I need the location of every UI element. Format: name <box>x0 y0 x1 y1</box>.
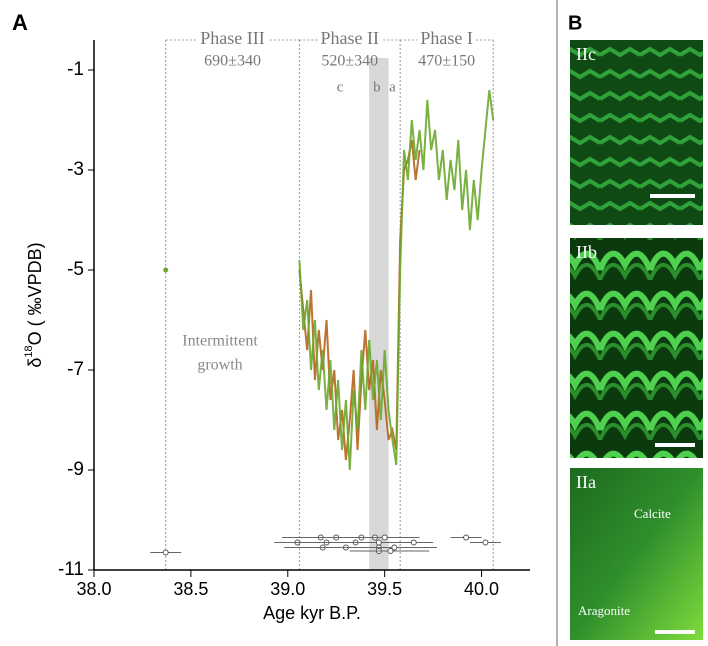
date-point <box>162 549 169 556</box>
isolated-point <box>163 267 169 273</box>
micrograph: IIb <box>570 238 703 458</box>
date-point <box>375 539 382 546</box>
y-tick-label: -11 <box>58 559 84 580</box>
image-label: IIc <box>576 44 596 64</box>
micrograph: IIa Calcite Aragonite <box>570 468 703 640</box>
x-tick-label: 39.0 <box>270 579 305 599</box>
image-annotation: Calcite <box>634 506 671 521</box>
x-axis-label: Age kyr B.P. <box>263 603 361 623</box>
plot-area: Phase III 690±340 Phase II 520±340 Phase I 47… <box>23 28 530 623</box>
y-tick-label: -5 <box>67 259 84 280</box>
annotation: growth <box>197 357 242 374</box>
phase-name: Phase III <box>200 28 264 48</box>
label-background <box>317 28 383 49</box>
x-tick-label: 38.5 <box>173 579 208 599</box>
label-background <box>417 28 476 49</box>
micrograph: IIc <box>570 40 703 225</box>
date-point <box>463 534 470 541</box>
phase-age: 470±150 <box>418 53 475 70</box>
y-tick-label: -9 <box>67 459 84 480</box>
annotation: Intermittent <box>182 333 258 350</box>
y-axis-label: δ18O ( ‰VPDB) <box>23 242 45 367</box>
date-point <box>482 539 489 546</box>
y-tick-label: -7 <box>67 359 84 380</box>
date-point <box>381 534 388 541</box>
x-tick-label: 39.5 <box>367 579 402 599</box>
band-letter: c <box>337 79 344 95</box>
phase-name: Phase II <box>321 28 379 48</box>
data-line <box>298 89 495 471</box>
panel-label: B <box>568 12 582 34</box>
y-label-superscript: 18 <box>23 345 35 357</box>
panel-label: A <box>12 10 28 35</box>
y-label-rest: O ( ‰VPDB) <box>25 242 45 345</box>
image-annotation: Aragonite <box>578 603 630 618</box>
x-tick-label: 38.0 <box>76 579 111 599</box>
date-point <box>391 544 398 551</box>
date-point <box>387 548 394 554</box>
band-letter: b <box>373 79 381 95</box>
phase-age: 690±340 <box>204 53 261 70</box>
image <box>570 468 703 640</box>
x-tick-label: 40.0 <box>464 579 499 599</box>
label-background <box>197 28 268 49</box>
date-point <box>410 539 417 546</box>
phase-age: 520±340 <box>321 53 378 70</box>
y-tick-label: -3 <box>67 159 84 180</box>
phase-name: Phase I <box>420 28 473 48</box>
y-tick-label: -1 <box>67 59 84 80</box>
y-label-symbol: δ <box>25 358 45 368</box>
band-letter: a <box>389 79 396 95</box>
image <box>570 238 703 458</box>
data-line <box>298 139 421 461</box>
shaded-band <box>369 58 389 570</box>
image-label: IIa <box>576 472 596 492</box>
image-label: IIb <box>576 242 597 262</box>
